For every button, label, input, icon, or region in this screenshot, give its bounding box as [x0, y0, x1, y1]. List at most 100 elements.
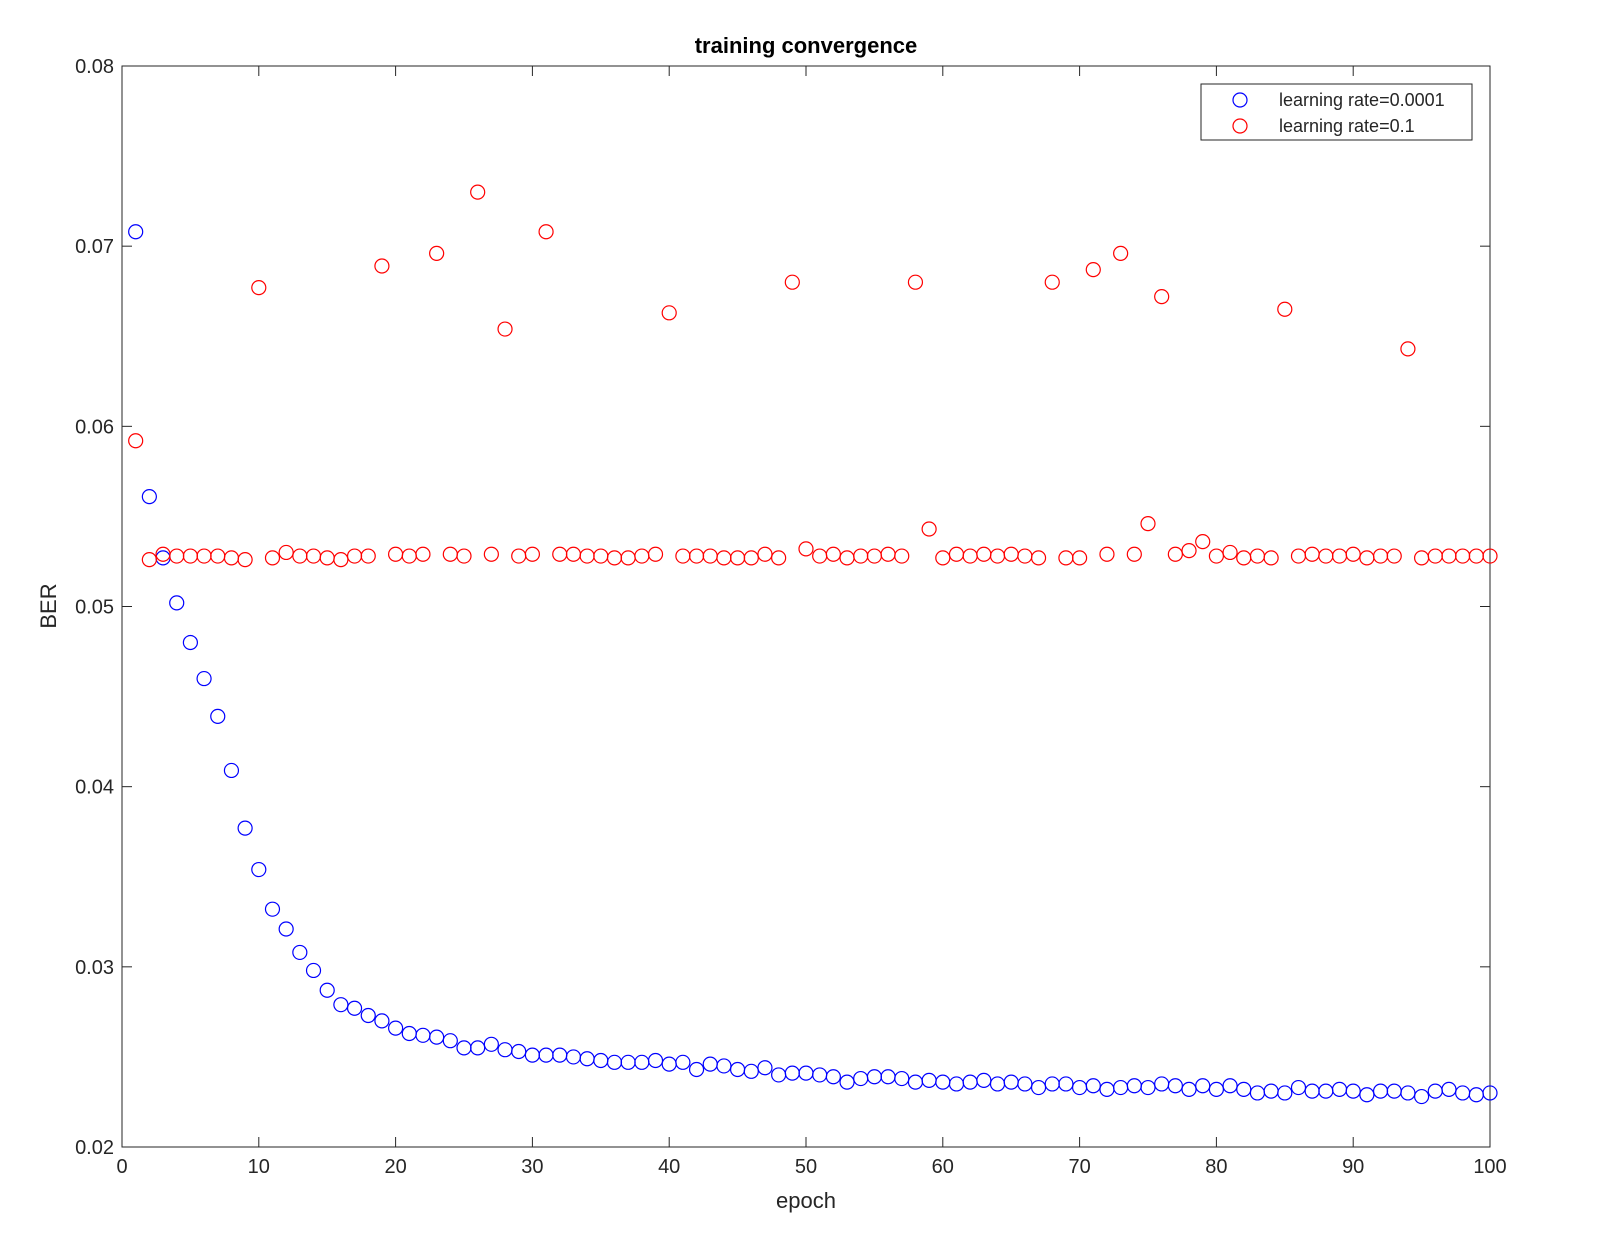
- data-point: [470, 184, 486, 200]
- data-point: [128, 433, 144, 449]
- data-point: [1400, 341, 1416, 357]
- data-point: [825, 1069, 841, 1085]
- data-point: [182, 634, 198, 651]
- data-point: [319, 982, 335, 998]
- data-point: [210, 708, 226, 725]
- data-point: [292, 944, 308, 961]
- data-point: [1085, 261, 1101, 278]
- legend: learning rate=0.0001 learning rate=0.1: [1200, 83, 1473, 141]
- data-point: [1140, 516, 1156, 532]
- data-point: [305, 962, 322, 979]
- data-point: [1181, 543, 1197, 559]
- data-point: [264, 550, 281, 566]
- data-point: [128, 224, 144, 240]
- data-point: [374, 1013, 390, 1029]
- data-point: [429, 245, 445, 261]
- data-point: [921, 521, 937, 537]
- data-point: [169, 595, 185, 611]
- data-point: [415, 546, 431, 562]
- data-point: [1044, 274, 1060, 290]
- chart-title: training convergence: [695, 33, 918, 58]
- data-point: [442, 1033, 458, 1049]
- data-point: [483, 546, 499, 562]
- data-point: [1071, 550, 1088, 566]
- y-axis-label: BER: [36, 583, 61, 628]
- data-point: [264, 901, 281, 917]
- data-point: [223, 762, 240, 779]
- data-points: [128, 184, 1498, 1105]
- y-tick-label: 0.04: [75, 777, 114, 799]
- data-point: [894, 548, 910, 564]
- data-point: [757, 1060, 773, 1076]
- data-point: [141, 552, 157, 568]
- x-tick-label: 0: [116, 1156, 127, 1178]
- data-point: [1386, 548, 1402, 564]
- data-point: [784, 274, 800, 290]
- data-point: [1482, 548, 1498, 564]
- data-point: [251, 861, 267, 878]
- data-point: [1126, 546, 1142, 562]
- data-point: [1413, 1088, 1430, 1105]
- x-tick-label: 100: [1473, 1156, 1506, 1178]
- data-point: [1154, 289, 1170, 305]
- data-point: [647, 546, 664, 562]
- legend-label-lr-0.0001: learning rate=0.0001: [1279, 90, 1445, 110]
- y-tick-label: 0.05: [75, 597, 114, 619]
- data-point: [798, 541, 814, 557]
- legend-label-lr-0.1: learning rate=0.1: [1279, 116, 1415, 136]
- plot-area: [121, 65, 1491, 1148]
- data-point: [497, 321, 513, 337]
- y-tick-label: 0.08: [75, 56, 114, 78]
- data-point: [675, 1054, 691, 1070]
- data-point: [388, 1020, 404, 1036]
- x-tick-label: 20: [384, 1156, 406, 1178]
- x-tick-label: 70: [1068, 1156, 1090, 1178]
- data-point: [456, 548, 472, 564]
- y-tick-label: 0.03: [75, 957, 114, 979]
- x-tick-label: 50: [795, 1156, 817, 1178]
- axis-ticks: 0 10 20 30 40 50 60 70 80 90 100 0.02 0.03 0.04 0.05 0.…: [75, 56, 1507, 1178]
- data-point: [1482, 1085, 1498, 1101]
- data-point: [1030, 550, 1047, 566]
- y-tick-label: 0.07: [75, 236, 114, 258]
- data-point: [251, 280, 267, 296]
- legend-marker-lr-0.0001: [1232, 92, 1248, 108]
- data-point: [483, 1036, 499, 1052]
- series-lr-0.0001: [128, 224, 1498, 1105]
- series-lr-0.1: [128, 184, 1498, 568]
- data-point: [1263, 550, 1279, 566]
- x-tick-label: 80: [1205, 1156, 1227, 1178]
- data-point: [1222, 544, 1238, 561]
- data-point: [360, 1007, 376, 1024]
- data-point: [196, 670, 212, 687]
- data-point: [538, 224, 554, 240]
- legend-marker-lr-0.1: [1232, 118, 1248, 134]
- x-tick-label: 40: [658, 1156, 680, 1178]
- data-point: [237, 552, 253, 568]
- y-tick-label: 0.06: [75, 416, 114, 438]
- data-point: [1277, 301, 1293, 317]
- y-tick-label: 0.02: [75, 1137, 114, 1159]
- x-tick-label: 10: [248, 1156, 270, 1178]
- x-tick-label: 60: [932, 1156, 954, 1178]
- data-point: [1195, 534, 1211, 550]
- data-point: [237, 820, 253, 836]
- x-tick-label: 90: [1342, 1156, 1364, 1178]
- data-point: [1113, 245, 1129, 261]
- data-point: [374, 258, 390, 274]
- data-point: [524, 546, 541, 562]
- data-point: [907, 274, 924, 290]
- data-point: [1099, 546, 1115, 562]
- x-tick-label: 30: [521, 1156, 543, 1178]
- data-point: [278, 921, 294, 937]
- data-point: [346, 1000, 363, 1016]
- data-point: [141, 489, 157, 505]
- data-point: [688, 1061, 705, 1078]
- legend-box: [1200, 83, 1473, 141]
- data-point: [1277, 1085, 1293, 1101]
- x-axis-label: epoch: [776, 1188, 836, 1213]
- data-point: [360, 548, 376, 564]
- data-point: [771, 550, 787, 566]
